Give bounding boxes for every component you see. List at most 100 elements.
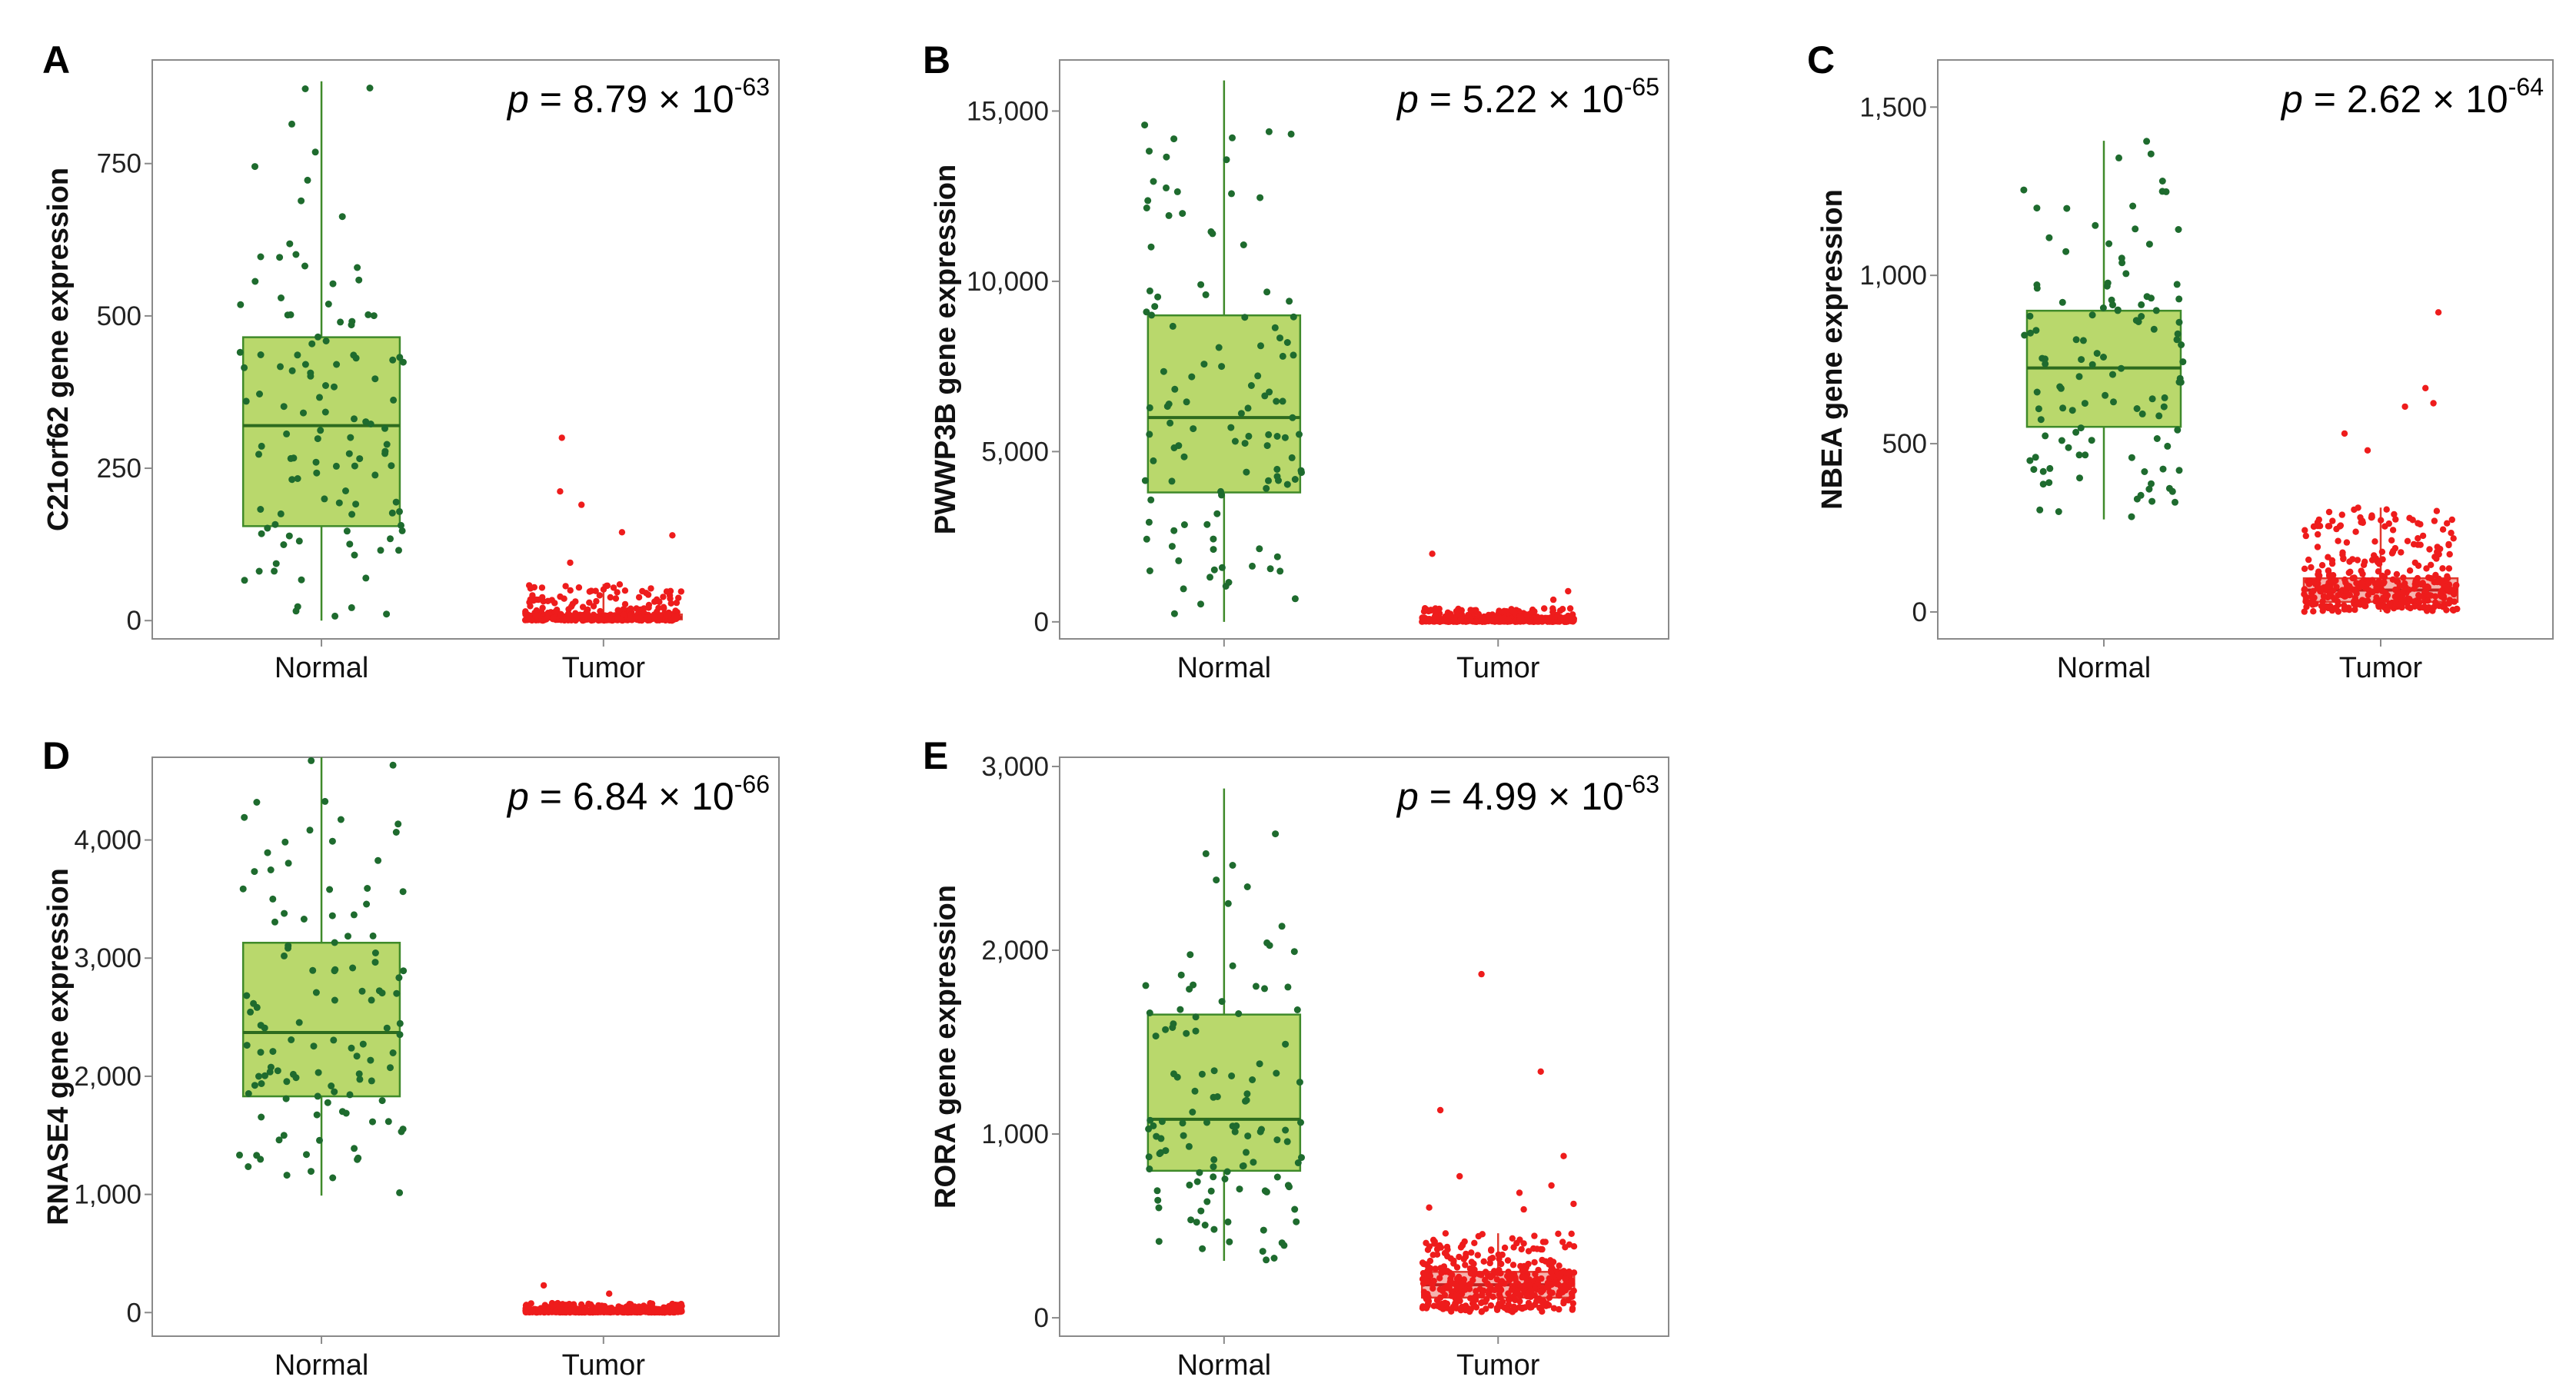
data-point	[1197, 1207, 1205, 1215]
data-point	[1279, 397, 1286, 405]
data-point	[258, 1113, 265, 1121]
data-point	[1154, 1196, 1162, 1204]
data-point	[1221, 1176, 1229, 1182]
data-point	[2375, 579, 2382, 586]
y-tick-label: 0	[1034, 1303, 1049, 1333]
data-point	[281, 838, 289, 846]
y-tick-label: 3,000	[981, 752, 1049, 782]
data-point	[1259, 1248, 1266, 1255]
data-point	[1470, 1296, 1478, 1303]
p-value-annotation: p = 4.99 × 10-63	[1396, 770, 1659, 818]
data-point	[285, 860, 292, 867]
data-point	[1426, 1243, 1433, 1250]
data-point	[2152, 307, 2160, 314]
data-point	[2417, 520, 2424, 528]
data-point	[1258, 1126, 1265, 1133]
data-point	[2417, 541, 2424, 548]
data-point	[2145, 485, 2153, 493]
data-point	[338, 213, 346, 221]
data-point	[331, 383, 338, 391]
data-point	[1196, 1169, 1203, 1176]
data-point	[346, 1091, 354, 1099]
data-point	[1485, 1290, 1493, 1298]
data-point	[526, 615, 534, 622]
data-point	[2118, 364, 2125, 372]
data-point	[309, 966, 317, 974]
data-point	[2378, 548, 2386, 555]
data-point	[1244, 1132, 1252, 1140]
data-point	[1519, 1304, 1526, 1312]
data-point	[284, 311, 291, 319]
data-point	[669, 532, 676, 539]
data-point	[2076, 474, 2083, 482]
data-point	[2392, 516, 2399, 523]
data-point	[1456, 1253, 1463, 1261]
data-point	[2425, 597, 2431, 604]
data-point	[1273, 1173, 1281, 1181]
data-point	[335, 499, 343, 507]
y-tick-label: 10,000	[967, 267, 1049, 297]
data-point	[1197, 281, 1205, 288]
data-point	[2174, 330, 2182, 338]
data-point	[351, 1145, 358, 1152]
data-point	[2423, 565, 2430, 572]
data-point	[1498, 1260, 1505, 1268]
data-point	[1141, 477, 1149, 484]
data-point	[637, 614, 644, 621]
data-point	[2330, 578, 2337, 586]
data-point	[1459, 1279, 1467, 1287]
data-point	[398, 521, 404, 529]
data-point	[1282, 1126, 1290, 1134]
data-point	[256, 391, 263, 397]
data-point	[663, 588, 671, 595]
data-point	[285, 944, 291, 952]
data-point	[1193, 1178, 1201, 1185]
y-tick-label: 2,000	[981, 936, 1049, 966]
data-point	[1152, 1033, 1160, 1040]
data-point	[1210, 1163, 1217, 1171]
data-point	[269, 895, 277, 903]
data-point	[2173, 281, 2181, 288]
data-point	[612, 595, 620, 602]
data-point	[306, 826, 314, 834]
data-point	[354, 1156, 361, 1163]
y-tick-label: 0	[1034, 607, 1049, 637]
data-point	[2410, 540, 2418, 548]
data-point	[328, 1082, 335, 1089]
data-point	[383, 1024, 391, 1032]
y-axis-label: RORA gene expression	[930, 885, 962, 1209]
y-tick-label: 4,000	[74, 826, 141, 856]
data-point	[351, 551, 358, 559]
data-point	[1215, 344, 1223, 351]
data-point	[624, 1309, 631, 1315]
data-point	[544, 614, 551, 622]
data-point	[1180, 1132, 1187, 1139]
data-point	[2325, 523, 2332, 530]
panel-a: A 0 250 500 750 C21orf62 gene expression Norma…	[42, 38, 780, 684]
data-point	[2401, 580, 2408, 587]
panel-d: D 0 1,000 2,000 3,000 4,000 RNASE4 gene expres…	[42, 734, 780, 1382]
data-point	[396, 507, 403, 515]
data-point	[1155, 1238, 1163, 1245]
data-point	[2371, 538, 2378, 545]
data-point	[1278, 923, 1286, 930]
data-point	[280, 541, 288, 548]
data-point	[383, 610, 391, 618]
data-point	[1245, 432, 1253, 440]
data-point	[344, 933, 351, 940]
data-point	[1561, 1285, 1569, 1292]
data-point	[324, 301, 332, 308]
data-point	[2072, 428, 2080, 436]
data-point	[264, 524, 271, 532]
data-point	[1237, 410, 1245, 417]
data-point	[2354, 557, 2361, 564]
data-point	[2445, 565, 2453, 572]
data-point	[1546, 1302, 1553, 1309]
data-point	[1291, 1205, 1299, 1213]
data-point	[2411, 603, 2418, 610]
data-point	[1520, 1240, 1527, 1247]
data-point	[257, 506, 265, 513]
data-point	[1243, 468, 1250, 476]
data-point	[2349, 574, 2356, 582]
data-point	[1446, 1279, 1454, 1285]
